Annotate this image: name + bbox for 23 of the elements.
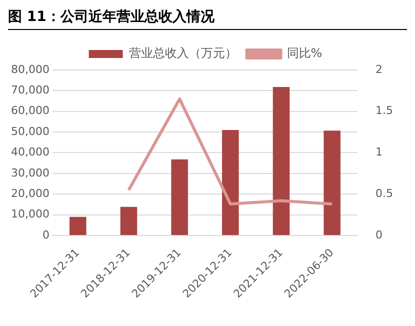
legend-label: 同比% — [286, 46, 322, 60]
y2-tick-label: 0.5 — [376, 186, 394, 200]
y-tick-label: 10,000 — [10, 208, 50, 221]
y-tick-label: 60,000 — [10, 104, 50, 118]
legend-label: 营业总收入（万元） — [128, 46, 237, 60]
y-tick-label: 30,000 — [10, 166, 50, 180]
bar — [120, 206, 138, 235]
y-tick-label: 50,000 — [10, 124, 50, 138]
y-tick-label: 20,000 — [10, 186, 50, 200]
y2-tick-label: 0 — [376, 228, 383, 242]
y-tick-label: 70,000 — [10, 84, 50, 97]
y2-tick-label: 2 — [376, 62, 383, 76]
bar — [70, 216, 86, 235]
y2-tick-label: 1 — [376, 146, 383, 159]
y-tick-label: 40,000 — [10, 146, 50, 159]
y-tick-label: 0 — [42, 228, 50, 242]
y2-tick-label: 1.5 — [376, 104, 394, 118]
y-tick-label: 80,000 — [10, 62, 50, 76]
bar — [324, 130, 340, 235]
chart-title: 图 11：公司近年营业总收入情况 — [8, 8, 407, 30]
bar — [272, 86, 290, 235]
bar — [222, 130, 239, 235]
bar — [171, 159, 188, 235]
